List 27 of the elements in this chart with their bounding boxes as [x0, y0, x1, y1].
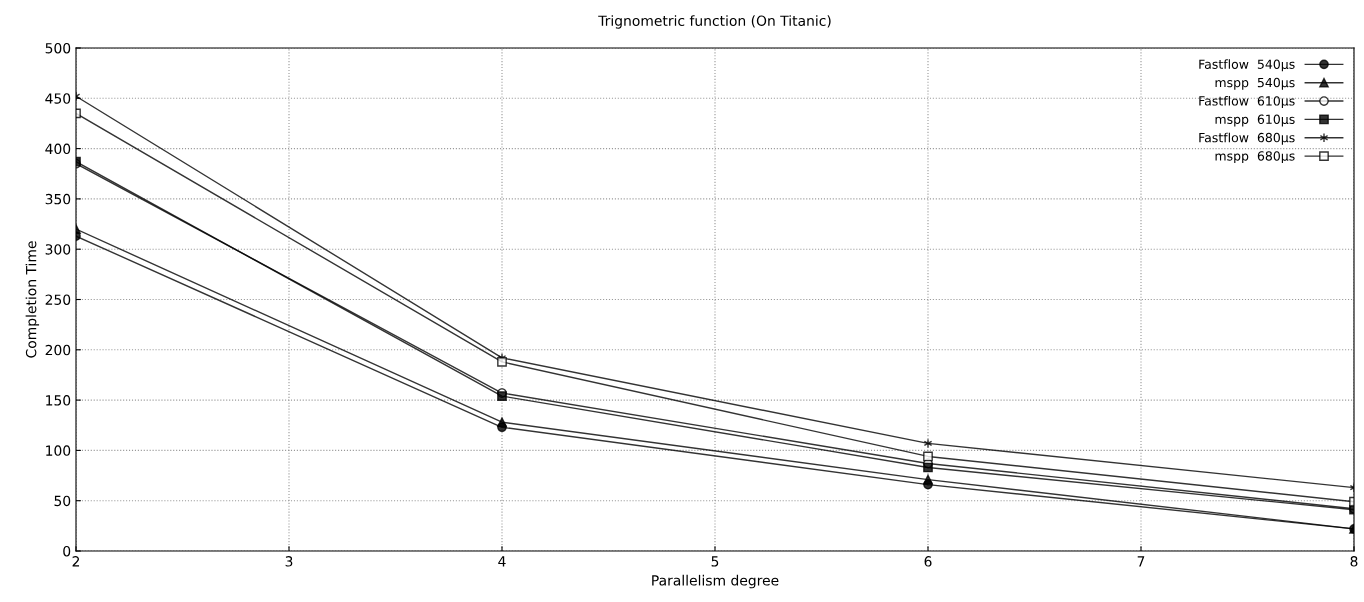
legend-label: mspp 540µs [1215, 77, 1295, 90]
y-tick-label: 200 [45, 344, 71, 356]
legend-label: Fastflow 540µs [1199, 59, 1295, 72]
x-tick-label: 6 [924, 556, 932, 567]
y-tick-label: 300 [45, 244, 71, 255]
x-tick-label: 3 [285, 556, 293, 567]
x-tick-label: 7 [1137, 556, 1145, 567]
x-tick-label: 8 [1350, 556, 1358, 567]
y-tick-label: 50 [54, 495, 71, 507]
y-tick-label: 500 [45, 42, 71, 54]
legend-label: mspp 610µs [1215, 114, 1295, 127]
y-tick-label: 450 [45, 93, 71, 104]
chart-title: Trignometric function (On Titanic) [598, 15, 831, 29]
y-tick-label: 250 [45, 294, 71, 305]
y-tick-label: 0 [63, 545, 71, 557]
y-axis-title: Completion Time [25, 241, 40, 358]
y-tick-label: 100 [46, 445, 71, 456]
y-tick-label: 400 [45, 143, 71, 155]
legend-label: mspp 680µs [1215, 151, 1295, 164]
y-tick-label: 350 [45, 193, 71, 205]
y-tick-label: 150 [46, 395, 71, 406]
x-axis-title: Parallelism degree [652, 574, 779, 589]
x-tick-label: 4 [498, 556, 506, 567]
legend-label: Fastflow 610µs [1199, 95, 1295, 109]
x-tick-label: 2 [72, 556, 80, 567]
legend-label: Fastflow 680µs [1199, 132, 1295, 145]
x-tick-label: 5 [711, 556, 719, 567]
